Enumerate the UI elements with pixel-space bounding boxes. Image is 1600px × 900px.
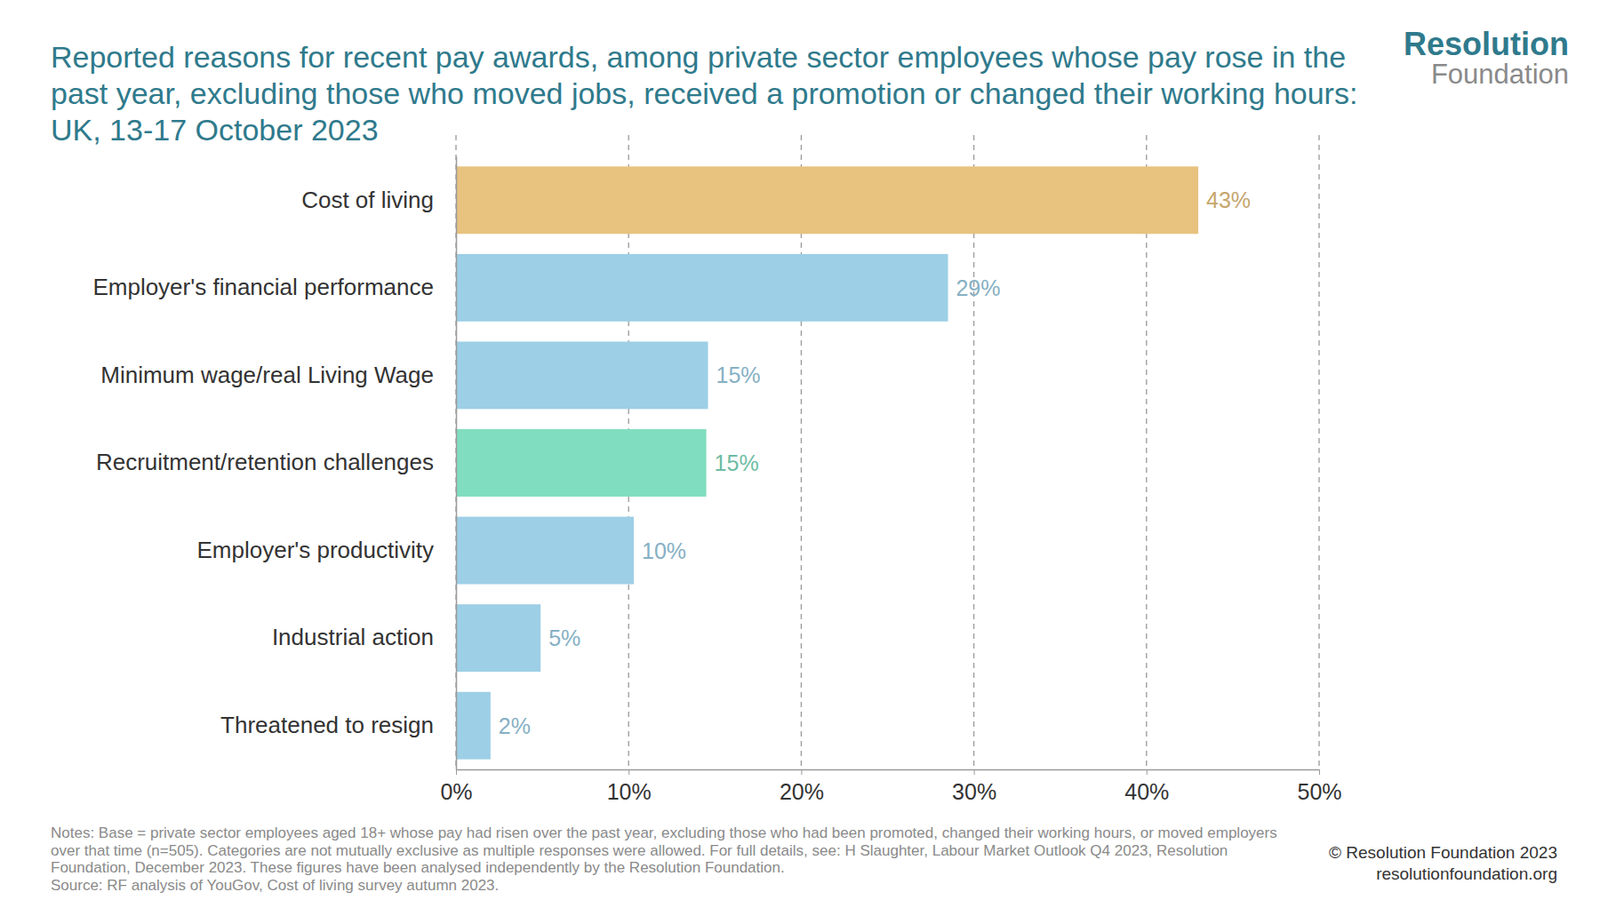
tick: 10% xyxy=(607,769,652,805)
tick: Employer's financial performance xyxy=(92,273,456,301)
tick-label: 40% xyxy=(1124,779,1169,805)
tick: 0% xyxy=(440,769,472,805)
tick: Industrial action xyxy=(272,624,456,651)
data-label: 29% xyxy=(955,275,1000,301)
tick: 30% xyxy=(952,769,997,805)
tick-mark xyxy=(1319,769,1320,776)
axis-line xyxy=(456,157,458,771)
tick-label: Threatened to resign xyxy=(220,712,434,739)
tick: 20% xyxy=(779,769,824,805)
chart: Reported reasons for recent pay awards, … xyxy=(0,0,1600,900)
logo: Resolution xyxy=(1403,25,1569,63)
bar xyxy=(456,604,541,672)
tick-label: Recruitment/retention challenges xyxy=(96,448,434,476)
text-line: Notes: Base = private sector employees a… xyxy=(50,824,1278,842)
bar xyxy=(456,254,948,322)
tick-label: 20% xyxy=(779,779,824,805)
grid-line xyxy=(1318,135,1320,770)
tick: Threatened to resign xyxy=(220,712,456,739)
tick: Cost of living xyxy=(301,186,456,214)
tick-label: 30% xyxy=(952,779,997,805)
bars xyxy=(456,166,1199,760)
tick-label: 0% xyxy=(440,779,472,805)
tick-label: Employer's financial performance xyxy=(92,273,434,301)
x-axis: 0% 10% 20% 30% 40% 50% xyxy=(440,769,1342,805)
tick: 40% xyxy=(1124,769,1169,805)
tick-label: Cost of living xyxy=(301,186,434,214)
tick-label: 50% xyxy=(1296,779,1342,805)
tick-label: 10% xyxy=(607,779,652,805)
tick-mark xyxy=(974,769,976,776)
tick-mark xyxy=(628,769,630,776)
data-label: 15% xyxy=(714,450,760,476)
text-line: past year, excluding those who moved job… xyxy=(50,76,1358,111)
tick: Recruitment/retention challenges xyxy=(96,448,456,476)
data-label: 15% xyxy=(716,362,761,388)
tick-mark xyxy=(1146,769,1148,776)
tick: 50% xyxy=(1296,769,1342,805)
tick: Minimum wage/real Living Wage xyxy=(100,361,456,389)
axis-line xyxy=(456,769,1320,772)
logo: Foundation xyxy=(1431,58,1569,90)
bar xyxy=(456,517,634,585)
title: Reported reasons for recent pay awards, … xyxy=(50,40,1358,147)
text-line: Foundation, December 2023. These figures… xyxy=(50,859,785,877)
grid-line xyxy=(455,135,456,770)
tick-mark xyxy=(800,769,802,776)
tick-label: Employer's productivity xyxy=(197,536,435,564)
credit: © Resolution Foundation 2023 xyxy=(1328,843,1558,863)
data-labels: 43% 29% 15% 15% 10% 5% 2% xyxy=(498,187,1251,738)
tick-mark xyxy=(456,769,457,776)
data-label: 10% xyxy=(641,538,687,564)
text-line: UK, 13-17 October 2023 xyxy=(50,112,379,147)
source: Source: RF analysis of YouGov, Cost of l… xyxy=(50,877,499,895)
y-axis: Cost of living Employer's financial perfo… xyxy=(92,157,456,771)
credit: resolutionfoundation.org xyxy=(1376,864,1558,884)
data-label: 2% xyxy=(498,713,531,739)
tick-label: Industrial action xyxy=(272,624,434,651)
notes: Notes: Base = private sector employees a… xyxy=(50,824,1278,877)
grid xyxy=(456,135,1320,770)
text-line: Reported reasons for recent pay awards, … xyxy=(50,40,1346,74)
tick: Employer's productivity xyxy=(197,536,457,564)
tick-label: Minimum wage/real Living Wage xyxy=(100,361,434,389)
text-line: over that time (n=505). Categories are n… xyxy=(50,842,1228,860)
data-label: 5% xyxy=(548,625,581,651)
bar xyxy=(456,166,1199,234)
bar xyxy=(456,429,707,497)
data-label: 43% xyxy=(1206,187,1251,213)
bar xyxy=(456,692,491,760)
bar xyxy=(456,341,709,409)
